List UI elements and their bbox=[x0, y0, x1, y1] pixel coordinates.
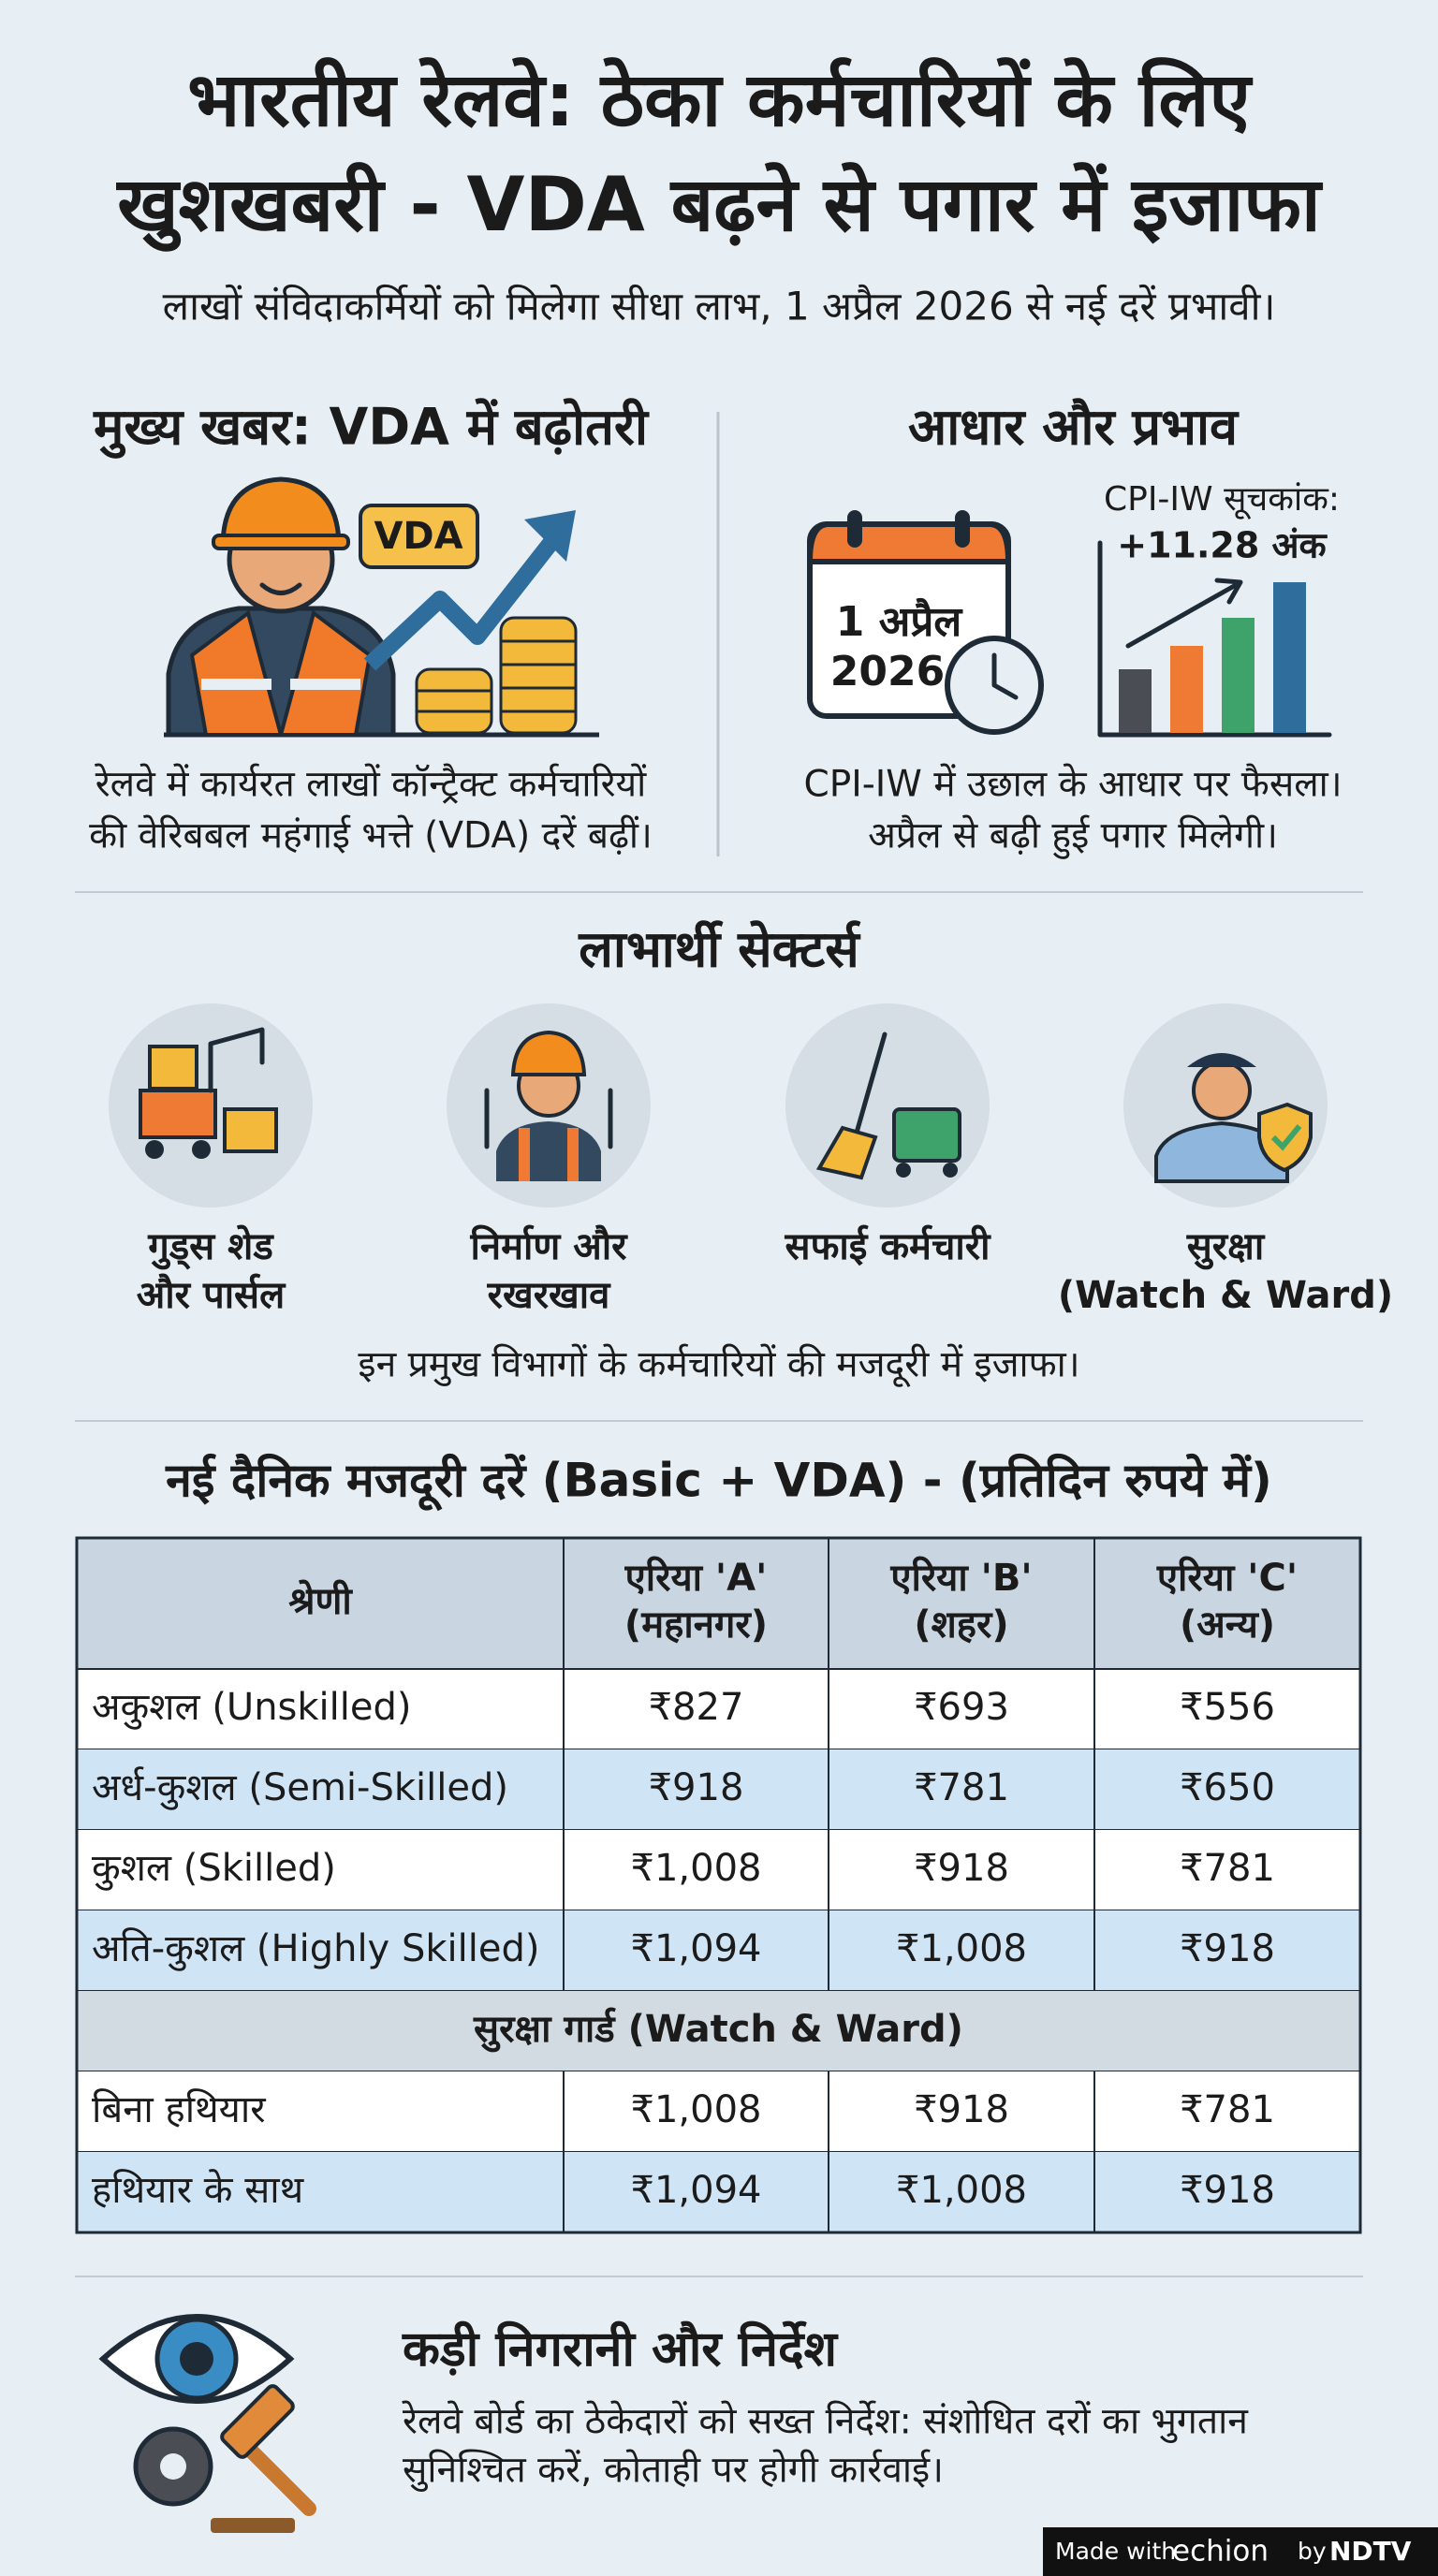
sector-label: सफाई कर्मचारी bbox=[785, 1224, 992, 1268]
sector-icons: गुड्स शेडऔर पार्सल निर्माण और रखरखाव सफाई क… bbox=[109, 1003, 1393, 1317]
title-line: भारतीय रेलवे: ठेका कर्मचारियों के लिए bbox=[187, 56, 1253, 143]
table-row bbox=[77, 2071, 1360, 2152]
table-header bbox=[77, 1538, 1360, 1669]
table-row bbox=[77, 1910, 1360, 1991]
wage-cell: ₹918 bbox=[649, 1766, 744, 1809]
table-border bbox=[75, 1536, 1362, 2234]
wage-cell: ₹1,094 bbox=[631, 1927, 762, 1970]
worker-illustration: VDA bbox=[164, 476, 599, 738]
footer-text: सुनिश्चित करें, कोताही पर होगी कार्रवाई। bbox=[403, 2450, 944, 2493]
category-cell: बिना हथियार bbox=[92, 2088, 266, 2131]
construction-icon bbox=[447, 1003, 651, 1208]
table-title: नई दैनिक मजदूरी दरें (Basic + VDA) - (प्… bbox=[165, 1454, 1272, 1512]
sector-label: (Watch & Ward) bbox=[1058, 1274, 1393, 1317]
section-heading: मुख्य खबर: VDA में बढ़ोतरी bbox=[93, 398, 650, 460]
category-cell: कुशल (Skilled) bbox=[92, 1847, 336, 1891]
wage-table: श्रेणी एरिया 'A'(महानगर) एरिया 'B'(शहर) एरि… bbox=[75, 1536, 1362, 2234]
body-text: CPI-IW में उछाल के आधार पर फैसला। bbox=[803, 764, 1342, 806]
group-header-text: सुरक्षा गार्ड (Watch & Ward) bbox=[473, 2007, 963, 2053]
column-header: (अन्य) bbox=[1180, 1603, 1275, 1647]
wage-cell: ₹556 bbox=[1180, 1686, 1275, 1729]
sectors-note: इन प्रमुख विभागों के कर्मचारियों की मजदू… bbox=[358, 1344, 1079, 1388]
footer-heading: कड़ी निगरानी और निर्देश bbox=[402, 2320, 839, 2378]
column-header: एरिया 'C' bbox=[1156, 1556, 1298, 1600]
section-heading: लाभार्थी सेक्टर्स bbox=[578, 920, 861, 979]
column-header: एरिया 'A' bbox=[624, 1556, 768, 1600]
group-header bbox=[77, 1991, 1360, 2071]
oversight-icon bbox=[98, 2314, 316, 2533]
credit-brand: echion bbox=[1172, 2535, 1269, 2569]
credit-text: by bbox=[1298, 2538, 1327, 2565]
footer-text: रेलवे बोर्ड का ठेकेदारों को सख्त निर्देश… bbox=[402, 2401, 1250, 2444]
wage-cell: ₹918 bbox=[914, 2088, 1009, 2131]
cpi-value: +11.28 अंक bbox=[1117, 525, 1328, 566]
wage-cell: ₹918 bbox=[1180, 1927, 1275, 1970]
wage-cell: ₹781 bbox=[1180, 1847, 1275, 1890]
column-header: एरिया 'B' bbox=[889, 1556, 1032, 1600]
table-row bbox=[77, 2152, 1360, 2232]
wage-cell: ₹1,008 bbox=[631, 2088, 762, 2131]
category-cell: अकुशल (Unskilled) bbox=[92, 1686, 412, 1730]
body-text: रेलवे में कार्यरत लाखों कॉन्ट्रैक्ट कर्म… bbox=[94, 764, 647, 806]
subtitle: लाखों संविदाकर्मियों को मिलेगा सीधा लाभ,… bbox=[163, 284, 1276, 329]
credit-text: Made with bbox=[1055, 2538, 1176, 2565]
wage-cell: ₹1,008 bbox=[896, 1927, 1027, 1970]
category-cell: अर्ध-कुशल (Semi-Skilled) bbox=[92, 1766, 508, 1810]
bar-illustration bbox=[1097, 540, 1332, 738]
column-header: (शहर) bbox=[914, 1603, 1008, 1647]
goods-icon bbox=[109, 1003, 313, 1208]
calendar-text: 2026 bbox=[830, 648, 945, 695]
wage-cell: ₹650 bbox=[1180, 1766, 1275, 1809]
body-text: अप्रैल से बढ़ी हुई पगार मिलेगी। bbox=[868, 815, 1278, 860]
table-row bbox=[77, 1669, 1360, 1749]
sector-label: और पार्सल bbox=[137, 1273, 286, 1317]
column-header: (महानगर) bbox=[624, 1603, 768, 1647]
title-line: खुशखबरी - VDA बढ़ने से पगार में इजाफा bbox=[115, 161, 1324, 252]
credit-ndtv: NDTV bbox=[1329, 2536, 1412, 2567]
body-text: की वेरिबबल महंगाई भत्ते (VDA) दरें बढ़ीं… bbox=[89, 815, 653, 857]
category-cell: अति-कुशल (Highly Skilled) bbox=[92, 1927, 539, 1971]
wage-cell: ₹918 bbox=[1180, 2169, 1275, 2212]
category-cell: हथियार के साथ bbox=[92, 2169, 305, 2212]
section-heading: आधार और प्रभाव bbox=[908, 398, 1240, 457]
calendar-text: 1 अप्रैल bbox=[836, 597, 964, 646]
column-header: श्रेणी bbox=[288, 1579, 353, 1623]
wage-cell: ₹693 bbox=[914, 1686, 1009, 1729]
sector-label: रखरखाव bbox=[487, 1274, 612, 1317]
cpi-label: CPI-IW सूचकांक: bbox=[1104, 480, 1340, 520]
wage-cell: ₹1,094 bbox=[631, 2169, 762, 2212]
table-row bbox=[77, 1749, 1360, 1830]
calendar-illustration: 1 अप्रैल 2026 bbox=[806, 510, 1044, 735]
wage-cell: ₹1,008 bbox=[631, 1847, 762, 1890]
security-icon bbox=[1123, 1003, 1328, 1208]
wage-cell: ₹781 bbox=[914, 1766, 1009, 1809]
sector-label: गुड्स शेड bbox=[147, 1224, 274, 1270]
sector-label: सुरक्षा bbox=[1186, 1225, 1266, 1270]
table-row bbox=[77, 1830, 1360, 1910]
wage-cell: ₹827 bbox=[649, 1686, 744, 1729]
cleaning-icon bbox=[785, 1003, 990, 1208]
credit: Made with echion by NDTV bbox=[1043, 2527, 1438, 2576]
wage-cell: ₹1,008 bbox=[896, 2169, 1027, 2212]
badge: VDA bbox=[374, 515, 462, 558]
wage-cell: ₹918 bbox=[914, 1847, 1009, 1890]
wage-cell: ₹781 bbox=[1180, 2088, 1275, 2131]
sector-label: निर्माण और bbox=[470, 1224, 629, 1268]
